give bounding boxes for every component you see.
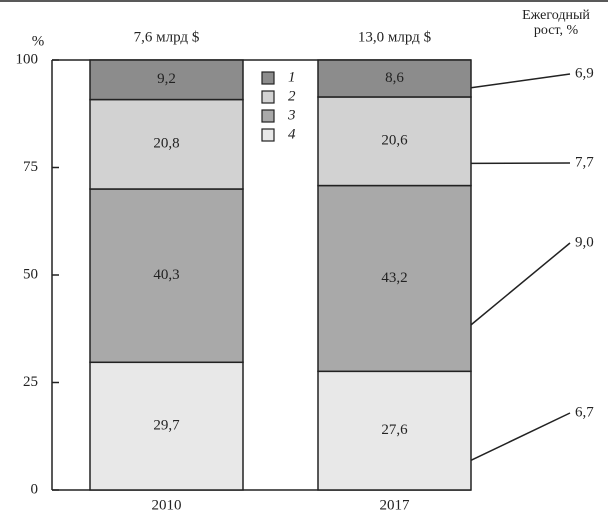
bar-segment [317, 184, 472, 373]
bar-segment [89, 188, 244, 364]
value-label: 20,8 [153, 136, 179, 152]
bar-segment [89, 361, 244, 491]
growth-leader [470, 242, 571, 326]
value-label: 8,6 [385, 70, 404, 86]
value-label: 9,2 [157, 71, 176, 87]
bar-segment [89, 98, 244, 190]
value-label: 40,3 [153, 267, 179, 283]
y-tick-label: 0 [31, 481, 39, 497]
x-tick-label: 2010 [152, 497, 182, 513]
total-label: 7,6 млрд $ [134, 29, 200, 45]
y-tick-label: 50 [23, 266, 38, 282]
growth-label: 9,0 [575, 234, 594, 250]
legend-swatch [261, 109, 275, 123]
y-tick-label: 100 [16, 51, 39, 67]
legend-label: 4 [288, 126, 296, 142]
legend-label: 3 [287, 107, 296, 123]
bar-segment [317, 370, 472, 491]
x-tick-label: 2017 [380, 497, 411, 513]
legend-label: 2 [288, 88, 296, 104]
y-tick-label: 75 [23, 159, 38, 175]
value-label: 43,2 [381, 270, 407, 286]
growth-leader [470, 73, 571, 89]
legend-swatch [261, 71, 275, 85]
legend-swatch [261, 128, 275, 142]
bar-segment [317, 59, 472, 98]
legend-label: 1 [288, 69, 296, 85]
growth-title: Ежегодный рост, % [522, 8, 590, 38]
value-label: 29,7 [153, 418, 180, 434]
total-label: 13,0 млрд $ [358, 29, 432, 45]
value-label: 27,6 [381, 422, 408, 438]
growth-leader [470, 412, 571, 462]
growth-label: 6,7 [575, 404, 594, 420]
y-tick-label: 25 [23, 374, 38, 390]
growth-label: 7,7 [575, 154, 594, 170]
growth-label: 6,9 [575, 65, 594, 81]
bar-segment [89, 59, 244, 101]
y-axis-label: % [32, 33, 45, 49]
legend-swatch [261, 90, 275, 104]
value-label: 20,6 [381, 133, 408, 149]
